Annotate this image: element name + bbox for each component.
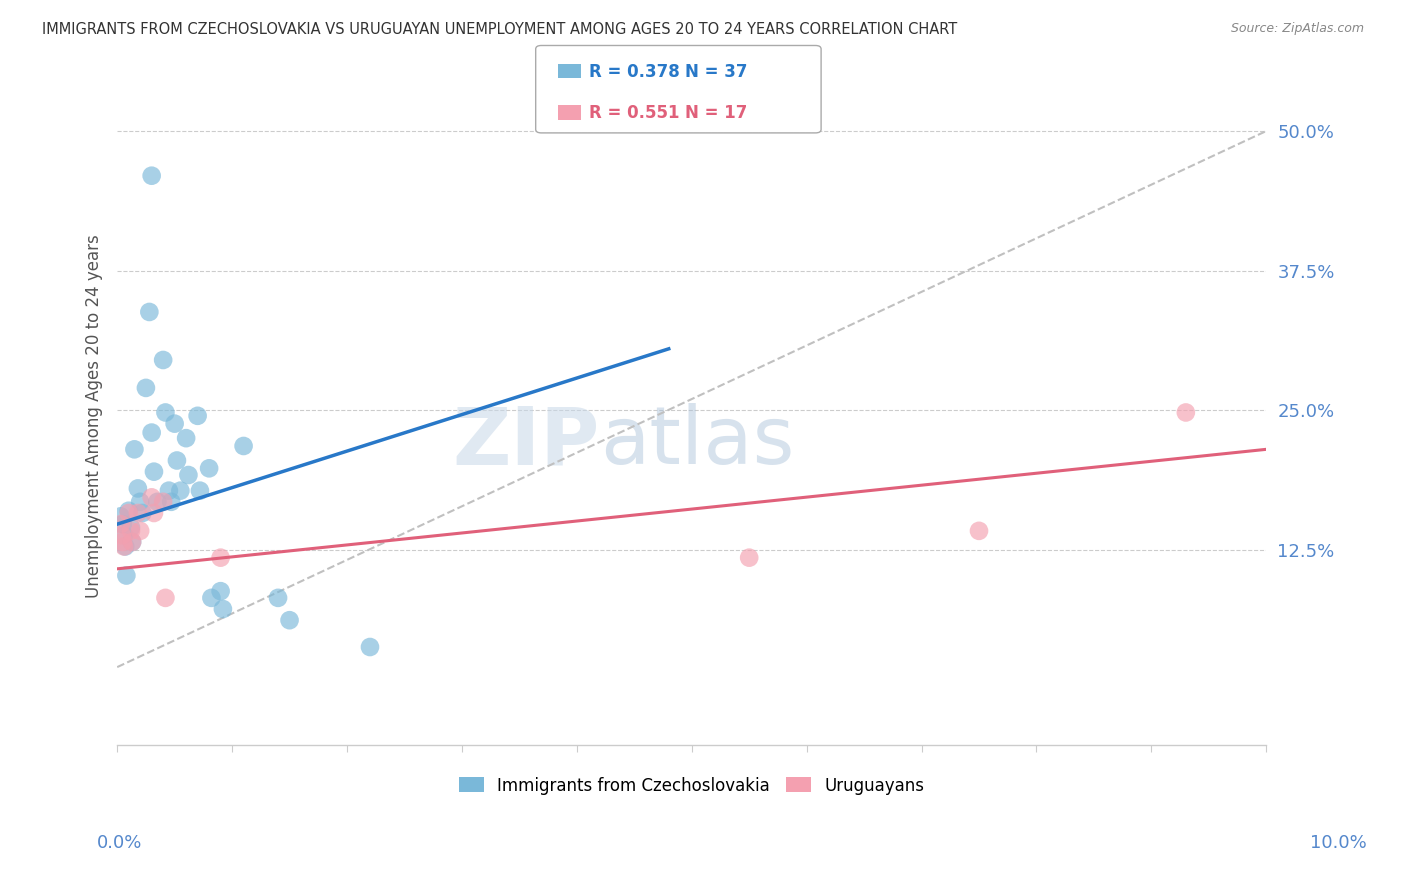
Point <box>118 504 141 518</box>
Point <box>143 465 166 479</box>
Point <box>121 535 143 549</box>
Point <box>111 535 134 549</box>
Point <box>118 506 141 520</box>
Text: R = 0.551: R = 0.551 <box>589 104 679 122</box>
Point <box>232 439 254 453</box>
Point <box>188 483 211 498</box>
Point <box>121 535 143 549</box>
Point <box>111 528 134 542</box>
Point <box>141 169 163 183</box>
Point <box>141 491 163 505</box>
Point <box>115 568 138 582</box>
Point <box>738 550 761 565</box>
Point <box>129 495 152 509</box>
Point <box>212 602 235 616</box>
Point <box>155 591 177 605</box>
Point <box>174 431 197 445</box>
Point <box>198 461 221 475</box>
Point <box>141 425 163 440</box>
Point <box>127 506 149 520</box>
Point <box>112 540 135 554</box>
Text: Source: ZipAtlas.com: Source: ZipAtlas.com <box>1230 22 1364 36</box>
Point <box>120 520 142 534</box>
Point <box>209 584 232 599</box>
Point <box>120 524 142 538</box>
Point <box>200 591 222 605</box>
Point <box>112 528 135 542</box>
Text: N = 37: N = 37 <box>685 63 747 81</box>
Point <box>160 495 183 509</box>
Point <box>131 506 153 520</box>
Point <box>135 381 157 395</box>
Point <box>278 613 301 627</box>
Text: 0.0%: 0.0% <box>97 834 142 852</box>
Legend: Immigrants from Czechoslovakia, Uruguayans: Immigrants from Czechoslovakia, Uruguaya… <box>450 768 934 803</box>
Point <box>169 483 191 498</box>
Point <box>129 524 152 538</box>
Point <box>163 417 186 431</box>
Point <box>110 517 132 532</box>
Point <box>127 482 149 496</box>
Point <box>177 468 200 483</box>
Point <box>155 405 177 419</box>
Point <box>166 453 188 467</box>
Point <box>124 442 146 457</box>
Point <box>114 540 136 554</box>
Text: IMMIGRANTS FROM CZECHOSLOVAKIA VS URUGUAYAN UNEMPLOYMENT AMONG AGES 20 TO 24 YEA: IMMIGRANTS FROM CZECHOSLOVAKIA VS URUGUA… <box>42 22 957 37</box>
Point <box>111 517 134 532</box>
Point <box>157 483 180 498</box>
Y-axis label: Unemployment Among Ages 20 to 24 years: Unemployment Among Ages 20 to 24 years <box>86 234 103 598</box>
Point <box>152 353 174 368</box>
Text: 10.0%: 10.0% <box>1310 834 1367 852</box>
Text: atlas: atlas <box>600 403 794 481</box>
Point <box>359 640 381 654</box>
Point <box>267 591 290 605</box>
Point <box>110 509 132 524</box>
Point <box>138 305 160 319</box>
Text: ZIP: ZIP <box>453 403 600 481</box>
Text: R = 0.378: R = 0.378 <box>589 63 681 81</box>
Point <box>152 495 174 509</box>
Point <box>1174 405 1197 419</box>
Point <box>143 506 166 520</box>
Point <box>967 524 990 538</box>
Text: N = 17: N = 17 <box>685 104 747 122</box>
Point <box>209 550 232 565</box>
Point <box>187 409 209 423</box>
Point <box>146 495 169 509</box>
